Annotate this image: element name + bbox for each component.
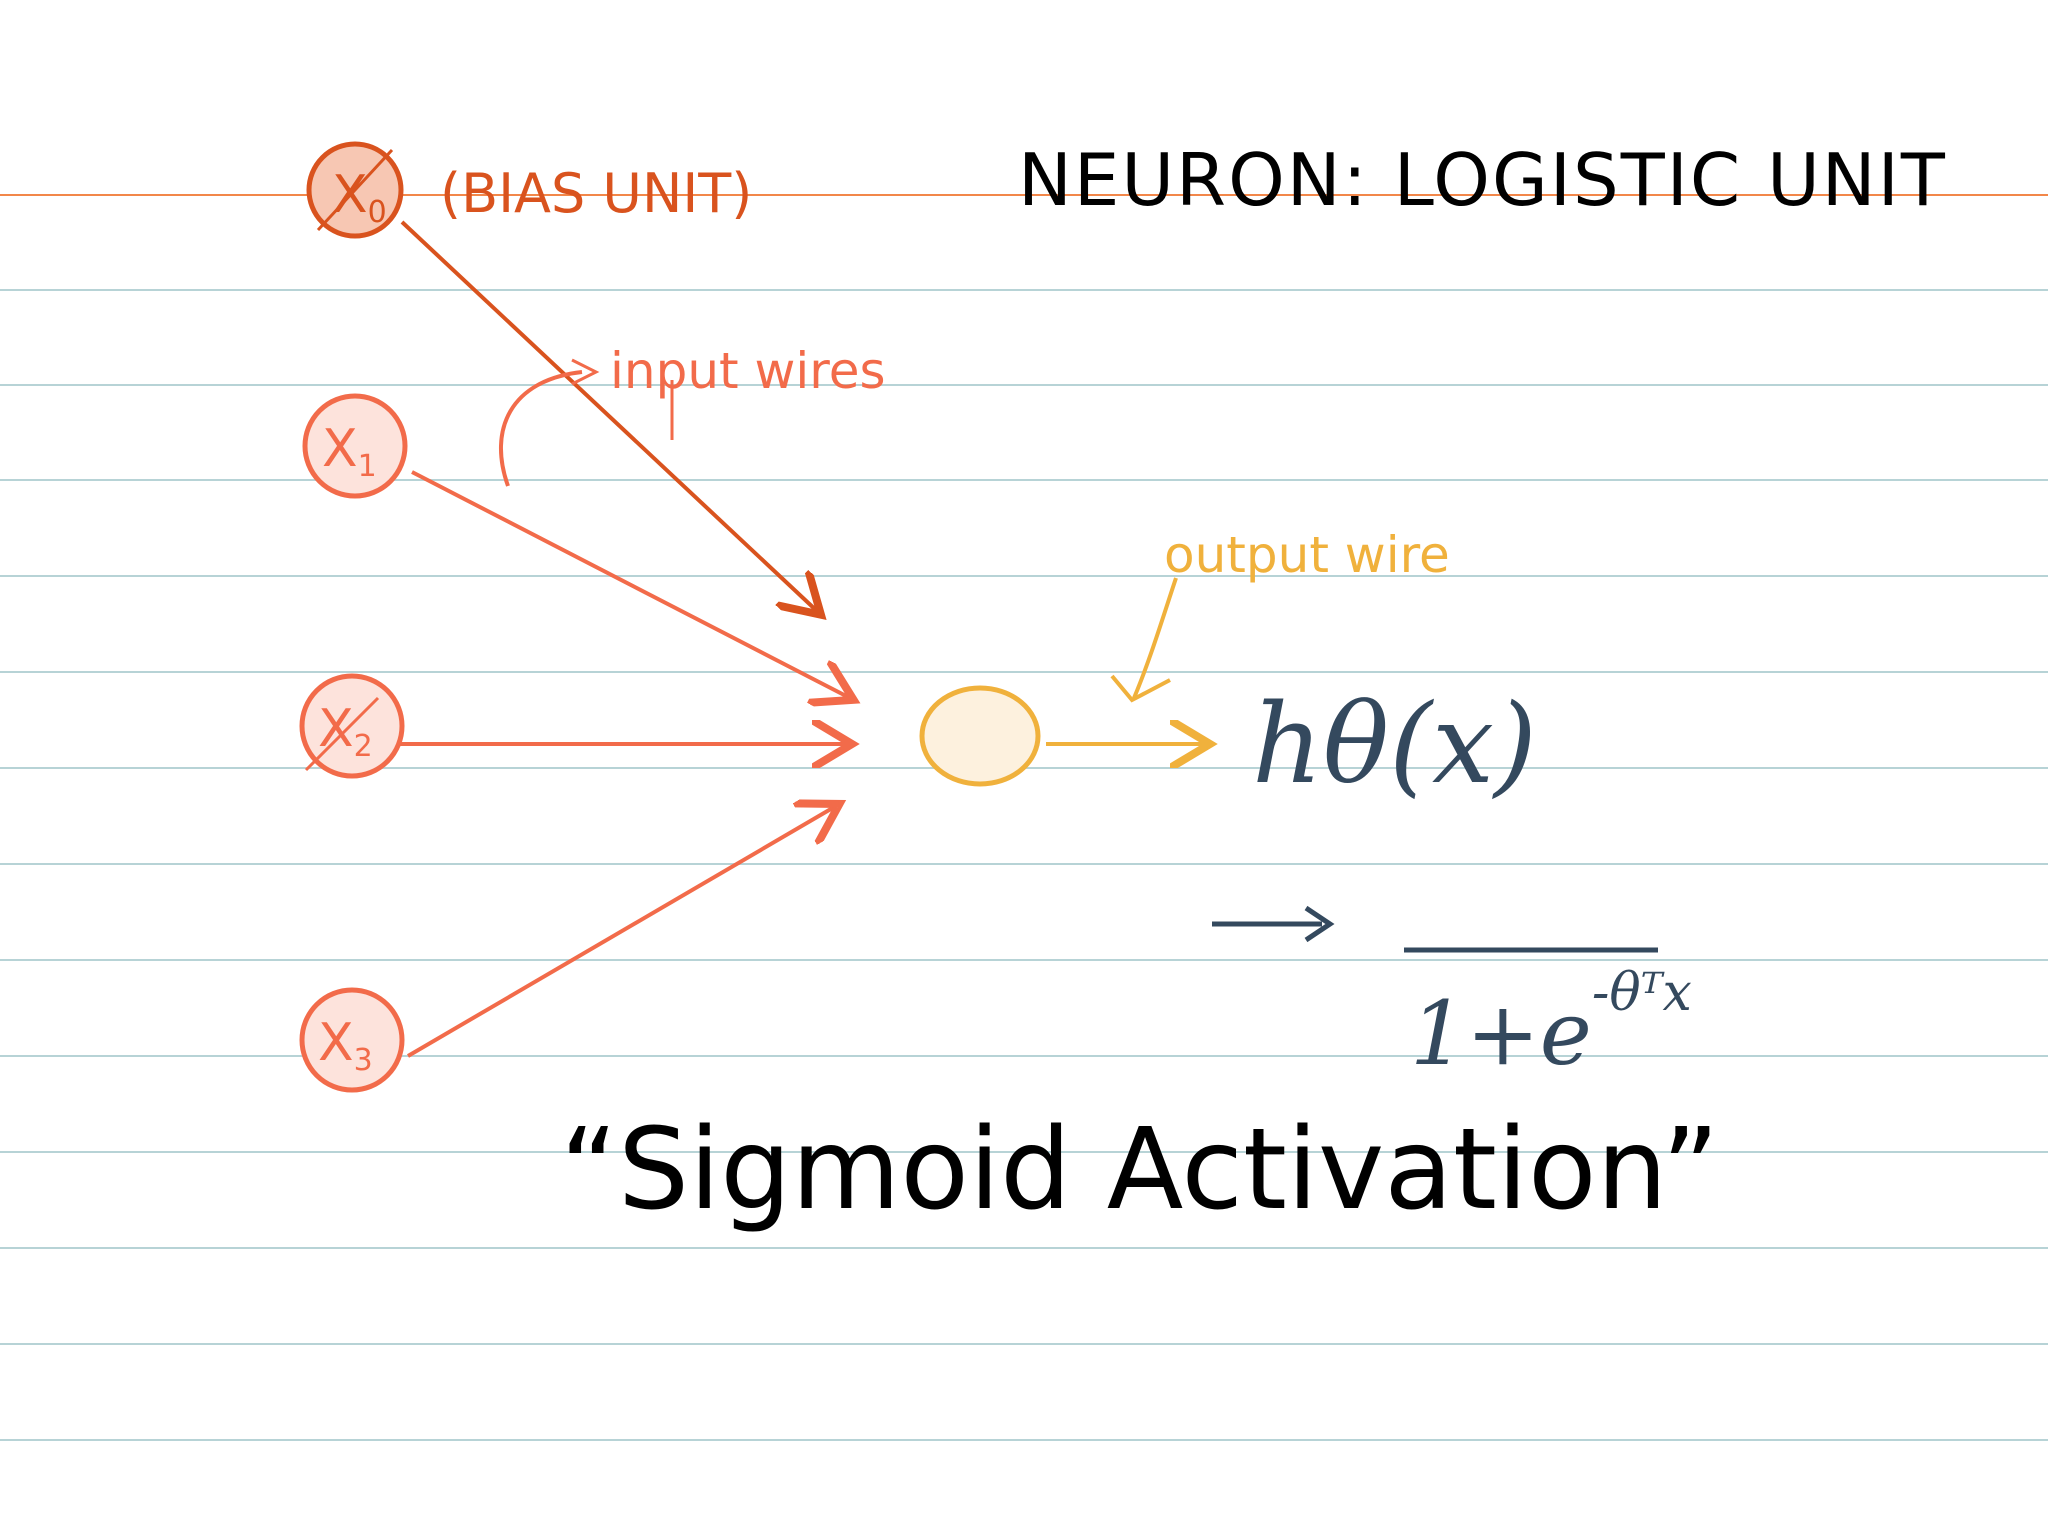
x2-strike-mark xyxy=(304,696,380,772)
input-wires-callout-arc xyxy=(499,370,583,487)
input-node-x0: X0 xyxy=(306,141,404,239)
caption: “Sigmoid Activation” xyxy=(560,1105,1719,1235)
input-node-x3: X3 xyxy=(299,987,405,1093)
input-wires-callout-tick xyxy=(571,358,600,386)
input-wires-label: input wires xyxy=(610,342,886,400)
denominator-base: 1+e xyxy=(1410,982,1592,1085)
input-node-x1: X1 xyxy=(302,393,408,499)
input-wires xyxy=(392,220,850,1058)
formula-denominator: 1+e-θᵀx xyxy=(1410,963,1692,1085)
input-node-x2: X2 xyxy=(299,673,405,779)
x3-wire xyxy=(406,806,836,1058)
output-wire-callout xyxy=(1132,577,1178,699)
bias-unit-label: (BIAS UNIT) xyxy=(440,162,752,225)
hypothesis-label: hθ(x) xyxy=(1252,680,1537,808)
bias-strike-mark xyxy=(316,148,394,232)
output-wire-callout-head xyxy=(1110,674,1171,703)
sigmoid-formula: 1+e-θᵀx xyxy=(1212,905,1692,1085)
denominator-exponent: -θᵀx xyxy=(1592,963,1692,1023)
neuron-body xyxy=(919,685,1041,787)
bias-wire xyxy=(400,220,818,612)
formula-arrow-head xyxy=(1304,905,1335,943)
output-wire-label: output wire xyxy=(1164,526,1450,584)
x1-wire xyxy=(411,470,850,698)
svg-text:X1: X1 xyxy=(322,419,377,484)
page-title: NEURON: LOGISTIC UNIT xyxy=(1018,138,1947,222)
